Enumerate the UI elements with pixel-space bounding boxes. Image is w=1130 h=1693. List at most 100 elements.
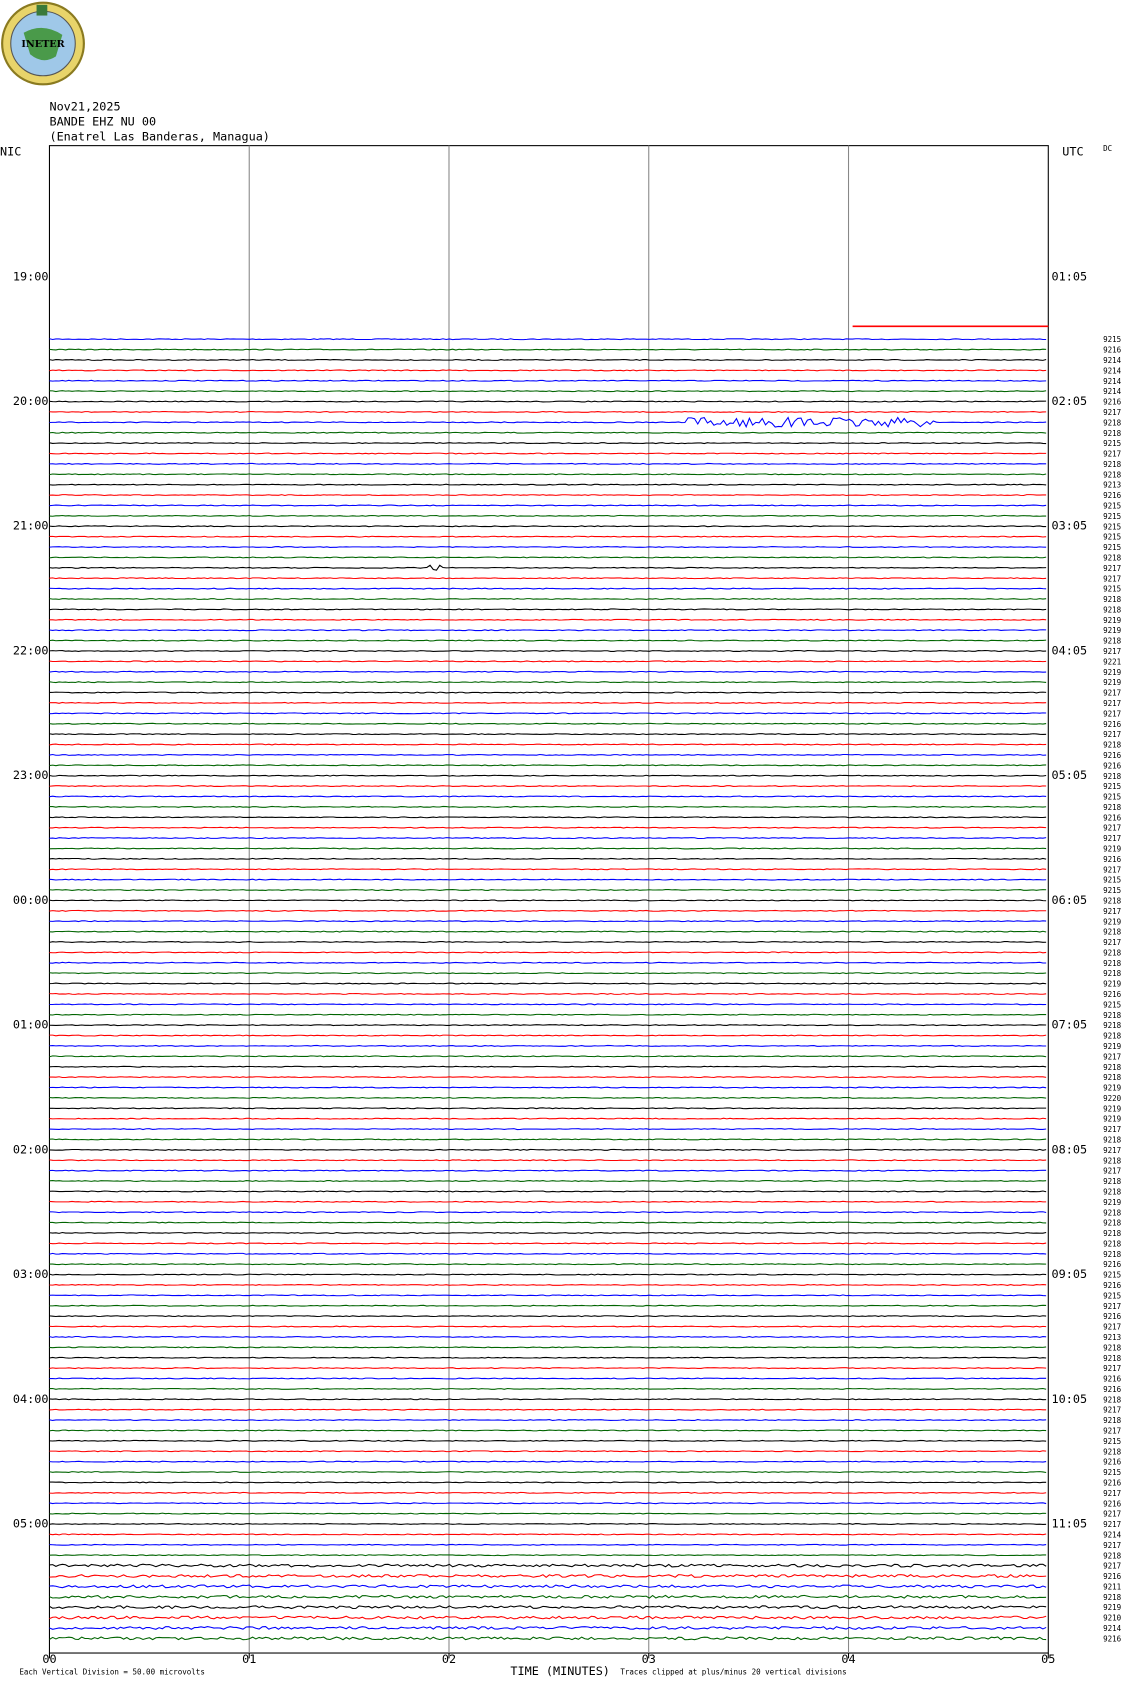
trace: [49, 1523, 1047, 1525]
trace: [49, 930, 1047, 933]
trace-label: 9215: [1103, 793, 1121, 802]
trace-label: 9216: [1103, 1385, 1122, 1394]
trace-label: 9218: [1103, 772, 1122, 781]
trace: [49, 1263, 1047, 1266]
trace: [49, 1096, 1047, 1099]
trace: [49, 920, 1047, 923]
trace-label: 9219: [1103, 980, 1122, 989]
trace-label: 9218: [1103, 1250, 1122, 1259]
trace-label: 9216: [1103, 720, 1122, 729]
trace: [49, 556, 1047, 559]
trace: [49, 774, 1047, 777]
trace-label: 9218: [1103, 969, 1122, 978]
trace: [49, 1460, 1047, 1463]
trace: [49, 390, 1047, 393]
left-time-label: 20:00: [13, 394, 49, 408]
trace-label: 9216: [1103, 1458, 1122, 1467]
trace-label: 9219: [1103, 1084, 1122, 1093]
trace-label: 9218: [1103, 418, 1122, 427]
trace: [49, 348, 1047, 351]
trace-label: 9215: [1103, 512, 1121, 521]
trace: [49, 1024, 1047, 1027]
trace-label: 9218: [1103, 1063, 1122, 1072]
trace: [49, 379, 1047, 382]
trace: [49, 1252, 1047, 1255]
trace-label: 9214: [1103, 1530, 1122, 1539]
trace: [49, 452, 1047, 455]
trace: [49, 618, 1047, 621]
right-time-label: 05:05: [1052, 768, 1088, 782]
trace-label: 9217: [1103, 1520, 1121, 1529]
trace-label: 9218: [1103, 595, 1122, 604]
trace-label: 9215: [1103, 1271, 1121, 1280]
trace: [49, 410, 1047, 413]
trace: [49, 1367, 1047, 1370]
trace: [49, 670, 1047, 673]
trace: [49, 587, 1047, 590]
trace: [49, 535, 1047, 538]
trace: [49, 1013, 1047, 1016]
trace-label: 9219: [1103, 678, 1122, 687]
trace-label: 9218: [1103, 637, 1122, 646]
trace: [49, 358, 1047, 361]
date: Nov21,2025: [49, 99, 120, 113]
trace: [49, 1076, 1047, 1079]
trace-label: 9217: [1103, 1364, 1121, 1373]
trace: [49, 369, 1047, 372]
trace-label: 9217: [1103, 938, 1121, 947]
trace-label: 9218: [1103, 741, 1122, 750]
trace: [49, 598, 1047, 601]
right-time-label: 04:05: [1052, 643, 1088, 657]
trace-label: 9217: [1103, 1146, 1121, 1155]
left-time-label: 00:00: [13, 893, 49, 907]
x-tick-label: 05: [1041, 1652, 1055, 1666]
trace: [49, 525, 1047, 528]
location: (Enatrel Las Banderas, Managua): [49, 130, 269, 144]
trace: [49, 878, 1047, 881]
right-time-label: 02:05: [1052, 394, 1088, 408]
trace-label: 9217: [1103, 1406, 1121, 1415]
x-tick-label: 03: [642, 1652, 656, 1666]
trace: [49, 722, 1047, 725]
trace-label: 9218: [1103, 1416, 1122, 1425]
trace-label: 9216: [1103, 346, 1122, 355]
trace-label: 9218: [1103, 1395, 1122, 1404]
trace: [49, 992, 1047, 995]
trace-label: 9219: [1103, 1104, 1122, 1113]
trace: [49, 1065, 1047, 1068]
trace: [49, 1502, 1047, 1505]
trace-label: 9219: [1103, 917, 1122, 926]
division-note: Each Vertical Division = 50.00 microvolt…: [19, 1667, 205, 1676]
trace-label: 9217: [1103, 450, 1121, 459]
trace: [49, 400, 1047, 403]
logo-text: INETER: [21, 39, 65, 50]
x-tick-label: 01: [242, 1652, 256, 1666]
trace: [49, 608, 1047, 611]
trace-label: 9217: [1103, 1323, 1121, 1332]
trace: [49, 483, 1047, 486]
trace: [49, 1377, 1047, 1380]
trace-label: 9218: [1103, 1032, 1122, 1041]
trace: [49, 1419, 1047, 1422]
x-tick-label: 02: [442, 1652, 456, 1666]
trace: [49, 1543, 1047, 1546]
trace: [49, 1584, 1047, 1589]
trace-label: 9218: [1103, 554, 1122, 563]
trace: [49, 564, 1047, 571]
trace: [49, 1200, 1047, 1203]
trace-label: 9214: [1103, 1624, 1122, 1633]
right-time-label: 03:05: [1052, 519, 1088, 533]
trace: [49, 1190, 1047, 1193]
trace: [49, 1398, 1047, 1401]
trace-label: 9218: [1103, 1156, 1122, 1165]
trace-label: 9216: [1103, 491, 1122, 500]
trace-label: 9217: [1103, 834, 1121, 843]
trace-label: 9218: [1103, 803, 1122, 812]
trace: [49, 1159, 1047, 1162]
trace-label: 9217: [1103, 1510, 1121, 1519]
x-axis-title: TIME (MINUTES): [510, 1664, 610, 1678]
corner-label: DC: [1103, 144, 1112, 153]
trace: [49, 837, 1047, 840]
trace-label: 9215: [1103, 439, 1121, 448]
trace: [49, 1055, 1047, 1058]
